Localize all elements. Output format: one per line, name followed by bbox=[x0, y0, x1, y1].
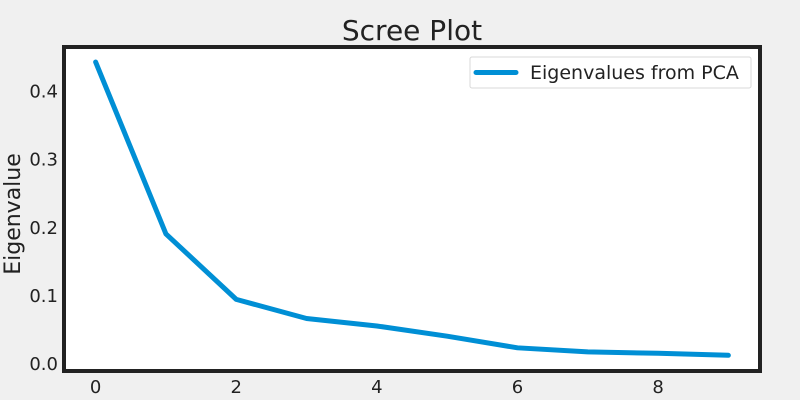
x-tick-label: 6 bbox=[512, 377, 523, 398]
y-tick-label: 0.3 bbox=[29, 150, 58, 171]
y-tick-label: 0.0 bbox=[29, 354, 58, 375]
y-tick-label: 0.4 bbox=[29, 81, 58, 102]
series-line-0 bbox=[93, 59, 731, 358]
x-tick-label: 4 bbox=[371, 377, 382, 398]
y-tick-label: 0.2 bbox=[29, 218, 58, 239]
x-axis-ticks: 0 2 4 6 8 bbox=[90, 377, 664, 398]
y-axis-label: Eigenvalue bbox=[1, 153, 26, 275]
legend: Eigenvalues from PCA bbox=[469, 56, 752, 89]
plot-area bbox=[62, 45, 762, 373]
x-tick-label: 2 bbox=[231, 377, 242, 398]
legend-label: Eigenvalues from PCA bbox=[530, 62, 739, 84]
y-tick-label: 0.1 bbox=[29, 286, 58, 307]
legend-box bbox=[469, 56, 752, 89]
series-layer bbox=[93, 59, 731, 358]
x-tick-label: 0 bbox=[90, 377, 101, 398]
chart-title: Scree Plot bbox=[342, 14, 482, 47]
x-tick-label: 8 bbox=[652, 377, 663, 398]
y-axis-ticks: 0.0 0.1 0.2 0.3 0.4 bbox=[29, 81, 58, 375]
